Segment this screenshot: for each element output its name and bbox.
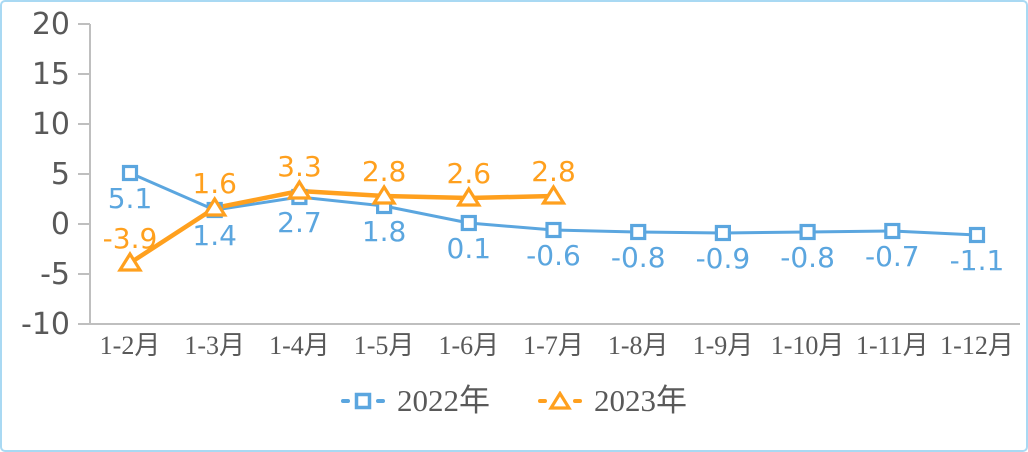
x-axis-tick-label: 1-9月 [693,331,754,360]
y-axis-tick-label: 5 [51,157,70,192]
legend-item-1: 2023年 [538,385,687,416]
legend-marker-square-icon [341,392,385,409]
x-axis-tick-label: 1-6月 [438,331,499,360]
x-axis-tick-label: 1-8月 [608,331,669,360]
x-axis-tick-label: 1-3月 [184,331,245,360]
x-axis-tick-label: 1-5月 [354,331,415,360]
x-axis-tick-label: 1-4月 [269,331,330,360]
y-axis-tick-label: 10 [32,107,70,142]
data-point-label: 5.1 [108,182,153,215]
data-point-marker-square [121,164,139,182]
data-point-marker-triangle [286,178,313,200]
data-point-label: 1.4 [192,219,237,252]
data-point-marker-square [968,226,986,244]
data-point-label: 2.7 [277,206,322,239]
data-point-marker-triangle [201,195,228,217]
data-point-marker-square [714,224,732,242]
data-point-label: 2.8 [531,155,576,188]
x-axis-tick-label: 1-2月 [100,331,161,360]
y-axis-tick-label: 0 [51,207,70,242]
data-point-label: 2.6 [447,157,492,190]
data-point-marker-square [799,223,816,241]
legend-marker-triangle-icon [538,390,582,410]
y-axis-tick-label: -5 [40,257,70,292]
series-line-2023年 [127,188,556,266]
data-point-label: -0.8 [611,241,666,274]
data-point-label: -0.7 [865,240,920,273]
line-chart-canvas: 20 15 10 5 0 -5 -10 1-2月 1-3月 1-4月 1-5月 1-6月 1-7月 1-8… [21,7,1020,360]
chart-legend: 2022年 2023年 [2,385,1026,416]
data-point-marker-triangle [540,183,567,205]
data-point-label: -0.8 [780,241,835,274]
x-axis-tick-label: 1-12月 [940,331,1014,360]
x-axis-tick-label: 1-11月 [856,331,929,360]
data-point-marker-square [884,222,901,240]
x-axis-tick-label: 1-10月 [771,331,845,360]
data-point-label: 3.3 [277,150,322,183]
data-point-label: 2.8 [362,155,407,188]
data-point-marker-triangle [117,250,143,272]
data-point-label: 1.6 [192,167,237,200]
legend-label: 2022年 [397,383,490,418]
data-point-label: -3.9 [103,222,158,255]
data-point-label: 0.1 [447,232,492,265]
legend-label: 2023年 [594,383,687,418]
data-point-marker-square [460,214,477,232]
data-point-label: -1.1 [950,244,1005,277]
data-point-marker-square [545,221,562,239]
y-axis-tick-label: 20 [32,7,70,42]
x-axis-tick-label: 1-7月 [523,331,584,360]
legend-item-0: 2022年 [341,385,490,416]
data-point-label: 1.8 [362,215,407,248]
data-point-marker-square [630,223,647,241]
data-point-marker-triangle [455,185,482,207]
y-axis-tick-label: 15 [32,57,70,92]
data-point-label: -0.9 [696,242,751,275]
data-point-marker-triangle [371,183,397,205]
y-axis-tick-label: -10 [21,307,70,342]
data-point-label: -0.6 [526,239,581,272]
